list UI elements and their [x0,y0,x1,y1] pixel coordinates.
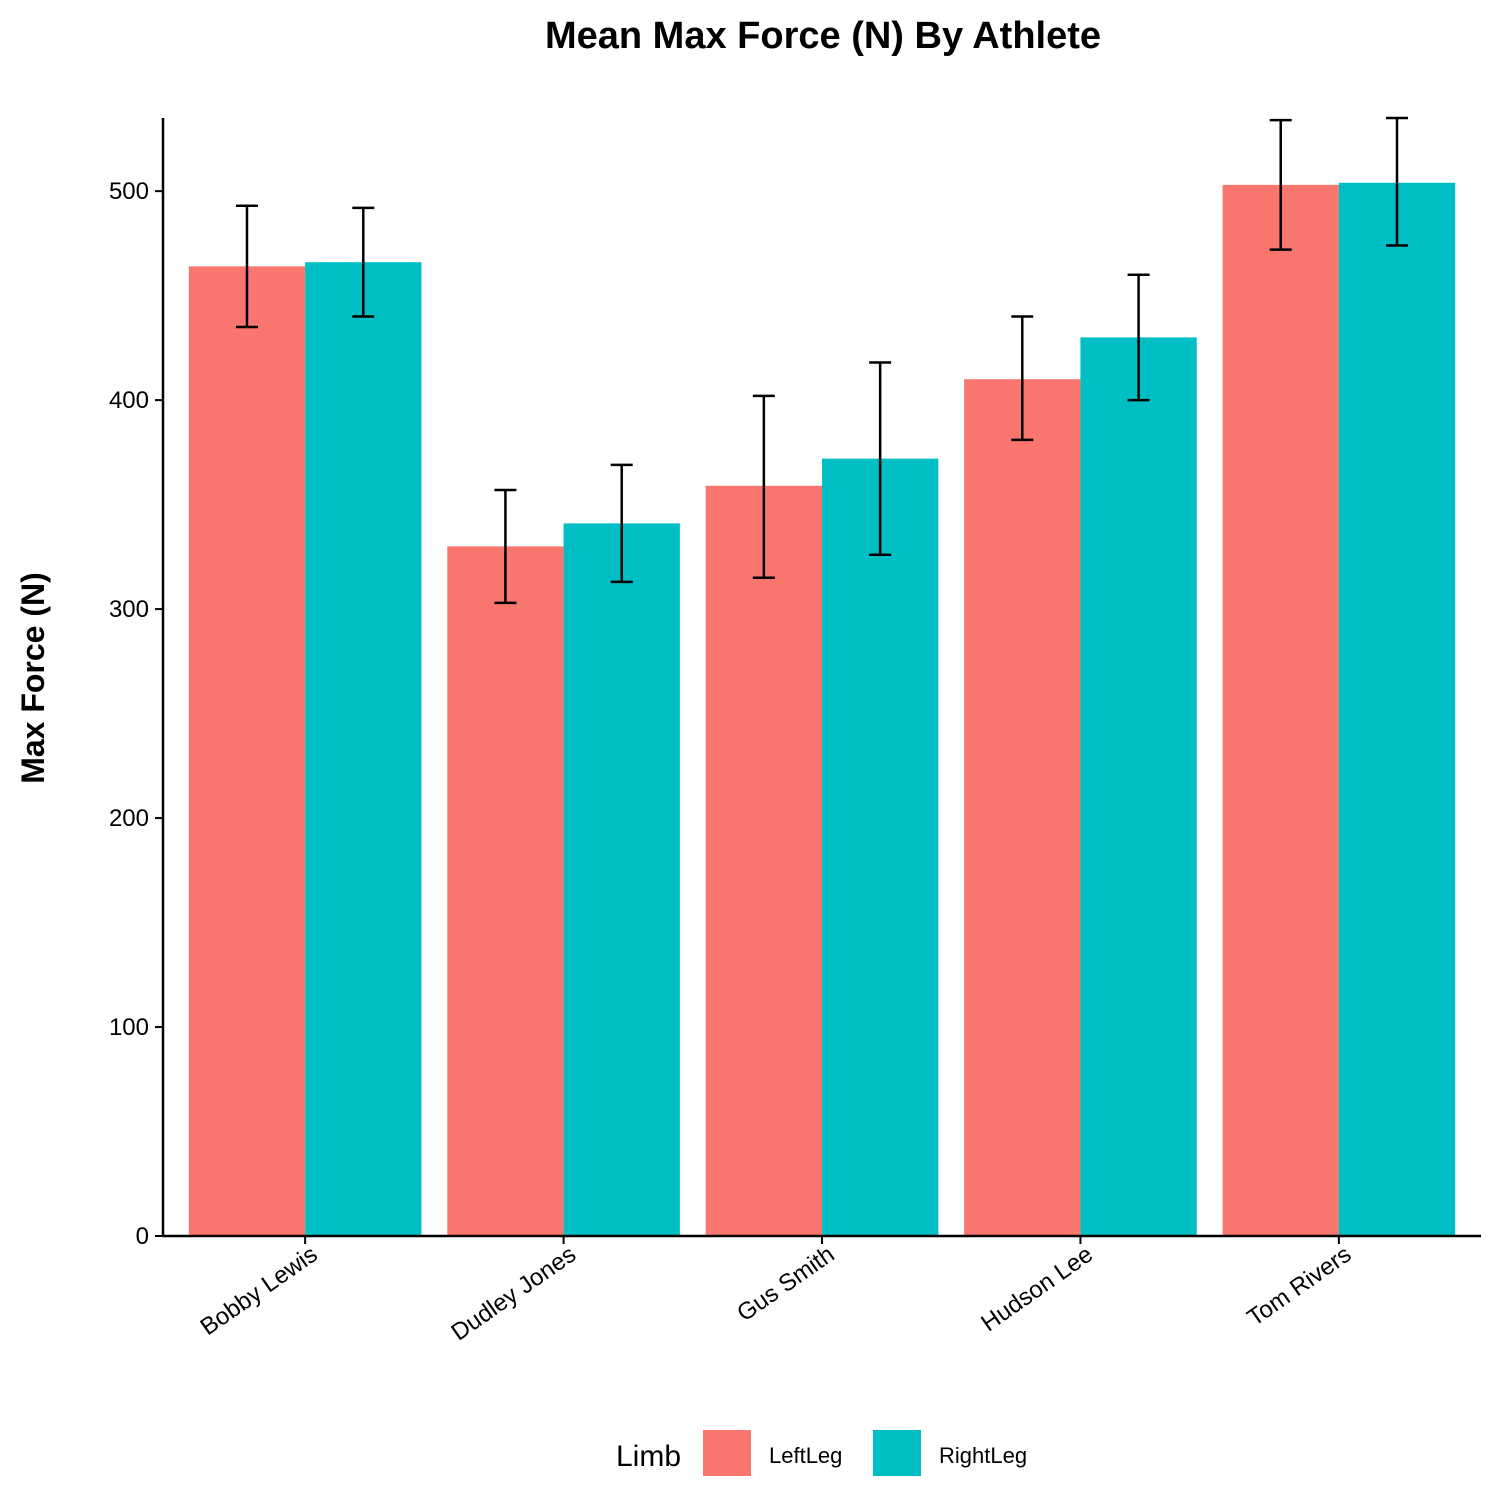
y-tick-label: 200 [109,805,149,832]
y-tick-label: 400 [109,387,149,414]
bar-rightleg-4 [1338,182,1456,1237]
bar-leftleg-1 [447,546,564,1236]
x-tick-label: Dudley Jones [446,1241,581,1347]
legend-label-rightleg: RightLeg [939,1443,1027,1468]
x-tick-label: Gus Smith [732,1241,839,1327]
bar-rightleg-0 [305,262,422,1236]
bar-leftleg-4 [1222,184,1339,1236]
x-tick-label: Hudson Lee [976,1241,1098,1337]
legend-key-leftleg [703,1430,751,1476]
legend-key-rightleg [873,1430,921,1476]
bar-leftleg-3 [964,379,1081,1236]
plot-area [188,116,1456,1237]
bar-rightleg-2 [822,458,939,1237]
legend-title: Limb [616,1440,681,1473]
y-tick-label: 0 [136,1223,149,1250]
y-tick-label: 100 [109,1014,149,1041]
legend: Limb LeftLeg RightLeg [616,1430,1027,1476]
x-tick-label: Bobby Lewis [196,1241,323,1341]
y-tick-label: 500 [109,178,149,205]
bar-leftleg-0 [188,266,306,1236]
legend-label-leftleg: LeftLeg [769,1443,842,1468]
chart-title: Mean Max Force (N) By Athlete [545,15,1101,57]
bar-leftleg-2 [705,485,822,1236]
y-axis-label: Max Force (N) [15,572,51,784]
bar-rightleg-1 [563,523,680,1236]
y-tick-label: 300 [109,596,149,623]
bar-rightleg-3 [1080,337,1197,1237]
x-tick-label: Tom Rivers [1243,1241,1357,1332]
